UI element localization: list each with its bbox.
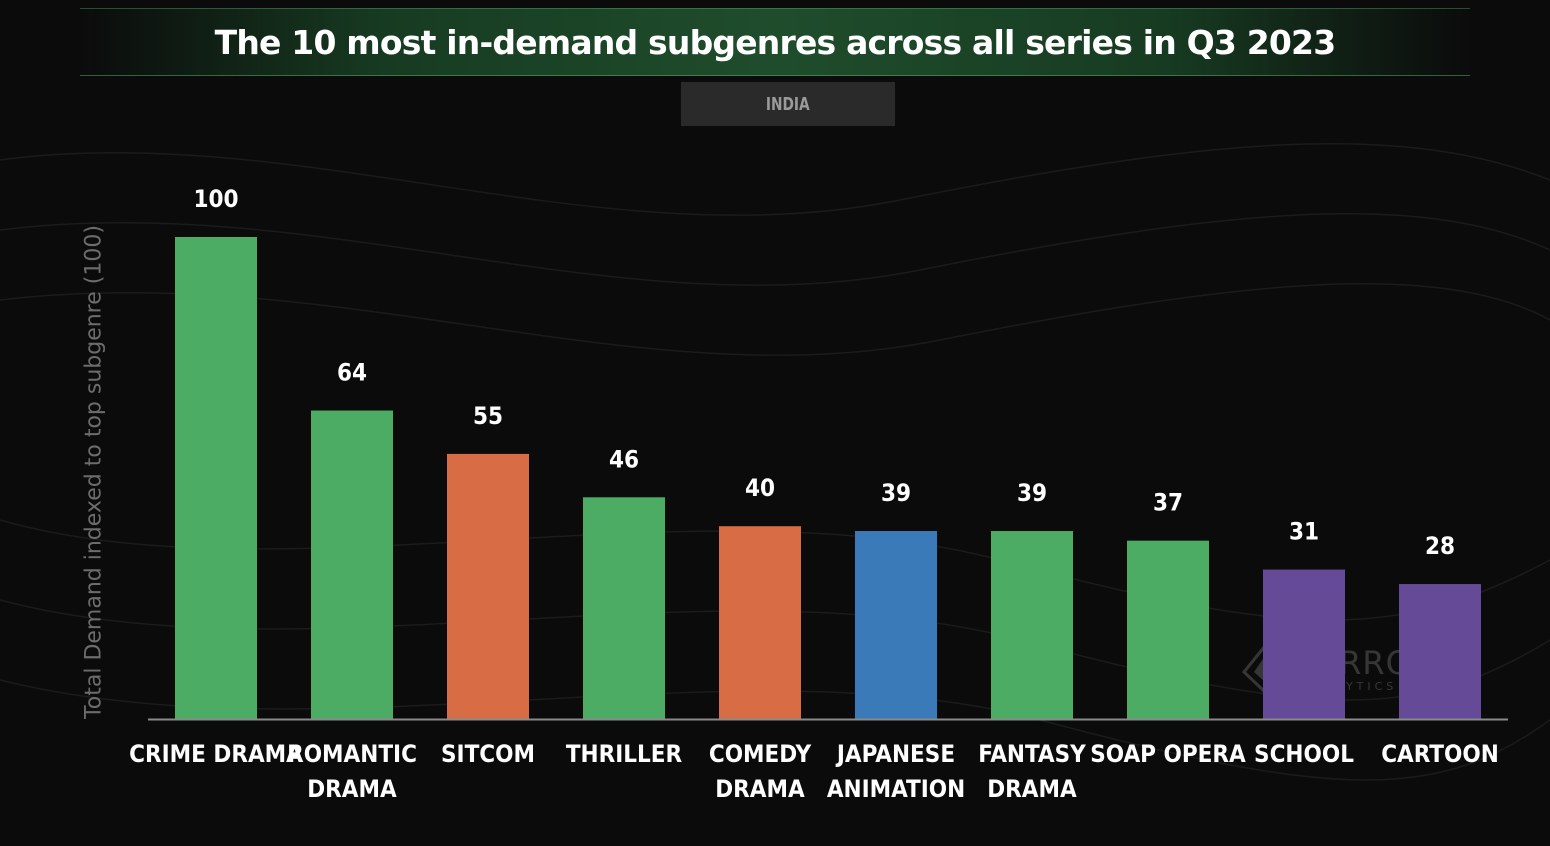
- category-label-8: SCHOOL: [1254, 740, 1354, 768]
- bar-9: [1399, 584, 1481, 719]
- category-label-5-line-0: JAPANESE: [835, 740, 955, 768]
- value-label-1: 64: [337, 359, 367, 387]
- title-banner: The 10 most in-demand subgenres across a…: [80, 8, 1470, 76]
- category-label-1-line-0: ROMANTIC: [287, 740, 417, 768]
- bar-5: [855, 531, 937, 719]
- bar-4: [719, 526, 801, 719]
- chart-title: The 10 most in-demand subgenres across a…: [214, 22, 1337, 62]
- value-label-8: 31: [1289, 518, 1319, 546]
- category-label-0: CRIME DRAMA: [129, 740, 303, 768]
- bar-7: [1127, 540, 1209, 719]
- category-label-2: SITCOM: [441, 740, 535, 768]
- category-label-1-line-1: DRAMA: [307, 775, 397, 803]
- value-label-9: 28: [1425, 532, 1455, 560]
- value-label-2: 55: [473, 402, 503, 430]
- category-label-7: SOAP OPERA: [1090, 740, 1246, 768]
- category-label-9: CARTOON: [1381, 740, 1499, 768]
- bar-2: [447, 453, 529, 719]
- bar-8: [1263, 569, 1345, 719]
- bar-0: [175, 237, 257, 719]
- category-label-6-line-1: DRAMA: [987, 775, 1077, 803]
- category-label-4-line-0: COMEDY: [709, 740, 812, 768]
- bar-6: [991, 531, 1073, 719]
- region-badge: INDIA: [681, 82, 895, 126]
- region-label: INDIA: [766, 93, 810, 115]
- bar-1: [311, 410, 393, 719]
- value-label-5: 39: [881, 479, 911, 507]
- value-label-3: 46: [609, 445, 639, 473]
- value-label-4: 40: [745, 474, 775, 502]
- bar-3: [583, 497, 665, 719]
- category-label-5-line-1: ANIMATION: [827, 775, 965, 803]
- category-label-3: THRILLER: [566, 740, 683, 768]
- value-label-7: 37: [1153, 489, 1183, 517]
- category-label-6-line-0: FANTASY: [978, 740, 1086, 768]
- category-label-4-line-1: DRAMA: [715, 775, 805, 803]
- value-label-0: 100: [193, 185, 238, 213]
- value-label-6: 39: [1017, 479, 1047, 507]
